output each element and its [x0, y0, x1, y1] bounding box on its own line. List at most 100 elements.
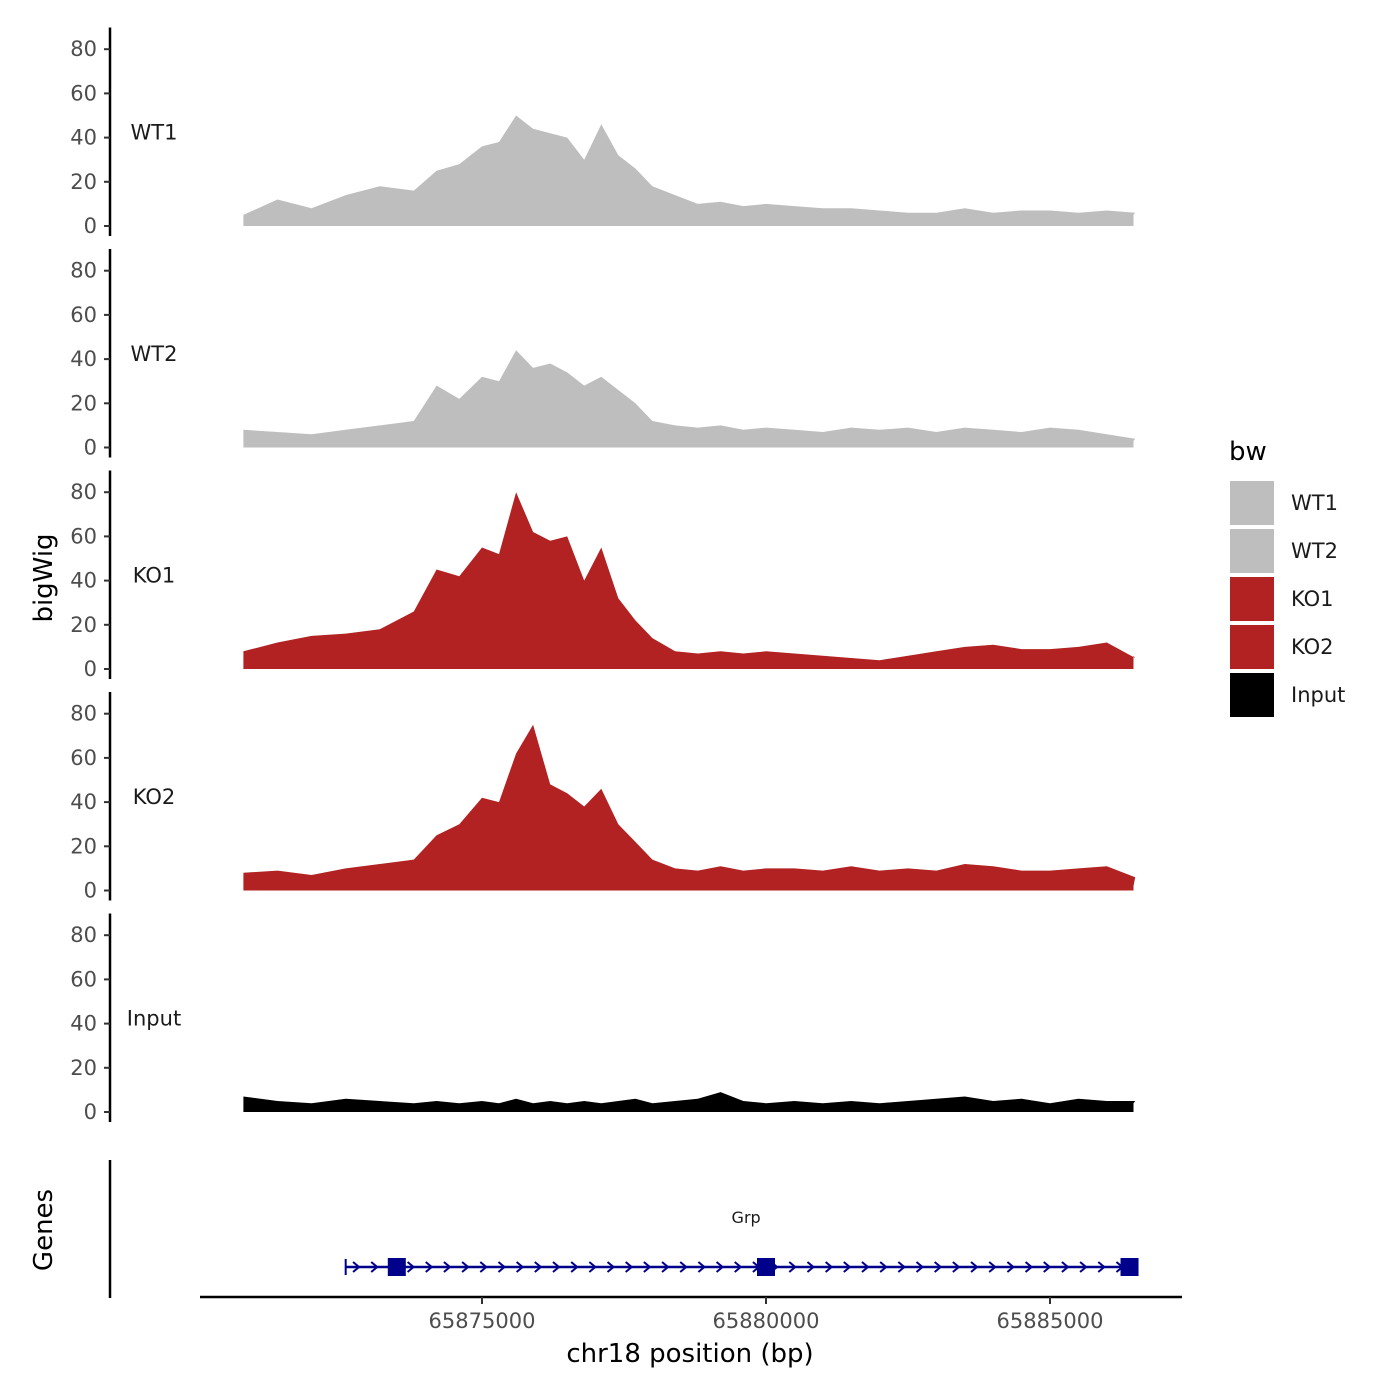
strand-arrow	[497, 1261, 507, 1273]
strand-arrow	[1024, 1261, 1034, 1273]
y-tick-label-80: 80	[70, 37, 97, 61]
strand-arrow	[970, 1261, 979, 1273]
signal-tracks: 0 20 40 60 80 WT1 0 20 40 60 80 WT2 0 20 40 60 80 KO1 0 20 4…	[70, 27, 1136, 1124]
gene-track: Grp	[108, 1160, 1139, 1298]
strand-arrow	[370, 1261, 379, 1273]
strand-arrow	[1043, 1261, 1052, 1273]
strand-arrow	[461, 1261, 470, 1273]
genes-axis-title: Genes	[29, 1189, 59, 1271]
y-tick-label-40: 40	[70, 1012, 97, 1036]
y-tick-label-20: 20	[70, 834, 97, 858]
legend-key-wt2	[1228, 527, 1276, 575]
strand-arrow	[479, 1261, 488, 1273]
y-axis-title: bigWig	[29, 533, 59, 622]
track-label-ko2: KO2	[133, 785, 176, 809]
track-ko2: 0 20 40 60 80 KO2	[70, 692, 1136, 903]
strand-arrow	[406, 1261, 416, 1273]
track-label-input: Input	[127, 1007, 181, 1031]
strand-arrow	[1097, 1261, 1106, 1273]
x-axis: 65875000 65880000 65885000	[200, 1295, 1182, 1333]
legend-label-ko2: KO2	[1291, 635, 1334, 659]
strand-arrow	[952, 1261, 961, 1273]
y-tick-label-0: 0	[84, 1100, 97, 1124]
track-label-wt1: WT1	[131, 121, 178, 145]
strand-arrow	[1061, 1261, 1070, 1273]
legend-label-input: Input	[1291, 683, 1345, 707]
strand-arrow	[606, 1261, 616, 1273]
y-tick-label-80: 80	[70, 480, 97, 504]
strand-arrow	[734, 1261, 743, 1273]
strand-arrow	[897, 1261, 906, 1273]
legend-label-wt2: WT2	[1291, 539, 1338, 563]
legend-key-wt1	[1228, 479, 1276, 527]
strand-arrow	[1079, 1261, 1088, 1273]
y-tick-label-0: 0	[84, 657, 97, 681]
y-tick-label-20: 20	[70, 391, 97, 415]
y-tick-label-80: 80	[70, 702, 97, 726]
y-tick-label-60: 60	[70, 81, 97, 105]
area-input	[243, 1092, 1136, 1112]
area-wt2	[243, 350, 1136, 448]
strand-arrow	[843, 1261, 852, 1273]
strand-arrow	[806, 1261, 816, 1273]
area-ko2	[243, 724, 1136, 891]
gene-label: Grp	[732, 1208, 761, 1227]
strand-arrow	[515, 1261, 525, 1273]
y-tick-label-40: 40	[70, 569, 97, 593]
strand-arrow	[679, 1261, 688, 1273]
legend-key-input	[1228, 671, 1276, 719]
track-label-ko1: KO1	[133, 564, 176, 588]
x-tick-label-2: 65885000	[997, 1309, 1104, 1333]
legend-label-wt1: WT1	[1291, 491, 1338, 515]
y-tick-label-60: 60	[70, 303, 97, 327]
strand-arrow	[443, 1261, 452, 1273]
strand-arrow	[861, 1261, 870, 1273]
strand-arrow	[1006, 1261, 1015, 1273]
strand-arrow	[988, 1261, 997, 1273]
strand-arrow	[879, 1261, 888, 1273]
track-input: 0 20 40 60 80 Input	[70, 913, 1136, 1124]
y-tick-label-20: 20	[70, 170, 97, 194]
strand-arrow	[534, 1261, 543, 1273]
strand-arrow	[788, 1261, 797, 1273]
y-tick-label-60: 60	[70, 967, 97, 991]
exon-2	[757, 1258, 775, 1276]
area-wt1	[243, 115, 1136, 226]
legend-label-ko1: KO1	[1291, 587, 1334, 611]
y-tick-label-40: 40	[70, 126, 97, 150]
strand-arrow	[570, 1261, 579, 1273]
exon-1	[387, 1258, 406, 1276]
y-tick-label-40: 40	[70, 347, 97, 371]
strand-arrow	[661, 1261, 670, 1273]
x-axis-title: chr18 position (bp)	[566, 1339, 813, 1369]
strand-arrow	[352, 1261, 361, 1273]
strand-arrow	[824, 1261, 834, 1273]
y-tick-label-40: 40	[70, 790, 97, 814]
y-tick-label-80: 80	[70, 259, 97, 283]
track-wt2: 0 20 40 60 80 WT2	[70, 249, 1136, 460]
strand-arrow	[715, 1261, 725, 1273]
y-tick-label-0: 0	[84, 214, 97, 238]
strand-arrow	[915, 1261, 925, 1273]
y-tick-label-60: 60	[70, 524, 97, 548]
strand-arrow	[625, 1261, 634, 1273]
track-label-wt2: WT2	[131, 342, 178, 366]
legend-key-ko2	[1228, 623, 1276, 671]
y-tick-label-0: 0	[84, 879, 97, 903]
y-tick-label-20: 20	[70, 613, 97, 637]
legend: bw WT1 WT2 KO1 KO2 Input	[1228, 437, 1345, 719]
strand-arrow	[588, 1261, 597, 1273]
track-wt1: 0 20 40 60 80 WT1	[70, 27, 1136, 238]
y-tick-label-20: 20	[70, 1056, 97, 1080]
strand-arrow	[552, 1261, 561, 1273]
area-ko1	[243, 492, 1136, 669]
legend-key-ko1	[1228, 575, 1276, 623]
strand-arrow	[934, 1261, 943, 1273]
y-tick-label-80: 80	[70, 923, 97, 947]
legend-title: bw	[1229, 437, 1267, 467]
y-tick-label-0: 0	[84, 436, 97, 460]
strand-arrow	[697, 1261, 706, 1273]
y-tick-label-60: 60	[70, 746, 97, 770]
exon-3	[1120, 1258, 1139, 1276]
